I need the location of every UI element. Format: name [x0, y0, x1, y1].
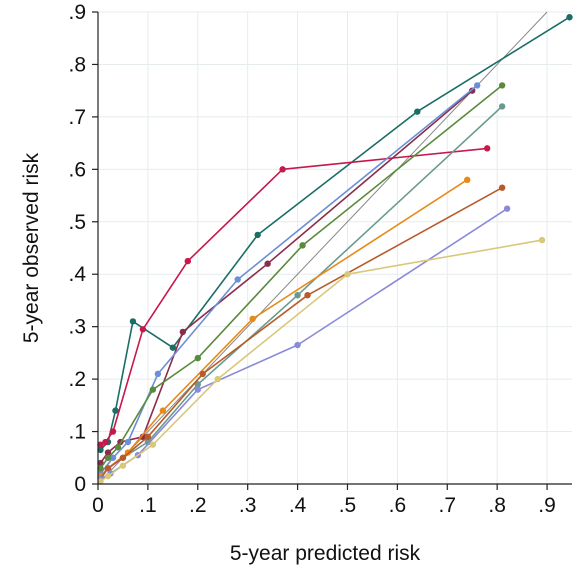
series-6: [97, 103, 506, 480]
data-point: [104, 472, 112, 480]
y-tick-label: .2: [68, 368, 86, 391]
data-point: [139, 433, 147, 440]
data-point: [299, 242, 306, 249]
series-4: [97, 82, 481, 477]
series-10: [97, 236, 546, 485]
data-point: [194, 354, 201, 362]
x-tick-label: .2: [189, 494, 207, 517]
data-point: [124, 438, 132, 446]
y-tick-label: .3: [68, 316, 86, 339]
data-point: [474, 82, 481, 89]
data-point: [498, 82, 506, 89]
series-group: [97, 14, 573, 485]
x-tick-label: .7: [439, 494, 457, 517]
series-3: [97, 87, 476, 467]
reference-diagonal-line: [97, 11, 548, 485]
x-tick-labels: 0 .1 .2 .3 .4 .5 .6 .7 .8 .9: [92, 494, 556, 517]
data-point: [279, 166, 286, 173]
data-point: [304, 292, 311, 299]
data-point: [119, 454, 127, 461]
data-point: [194, 381, 201, 388]
series-line: [99, 16, 570, 451]
data-point: [97, 441, 104, 448]
data-point: [154, 370, 162, 378]
y-tick-label: 0: [74, 473, 86, 496]
y-tick-label: .8: [68, 53, 86, 76]
data-point: [179, 328, 187, 336]
data-point: [104, 465, 112, 472]
data-point: [538, 236, 546, 244]
series-5: [97, 82, 506, 472]
data-point: [414, 108, 421, 115]
data-point: [112, 407, 119, 414]
y-tick-label: .7: [68, 106, 86, 129]
series-8: [97, 184, 506, 482]
series-line: [100, 208, 508, 480]
x-tick-label: .5: [339, 494, 357, 517]
data-point: [149, 441, 157, 448]
series-line: [100, 239, 543, 483]
data-point: [97, 459, 104, 467]
data-point: [169, 344, 177, 351]
data-point: [214, 375, 221, 383]
series-line: [99, 90, 473, 464]
y-tick-label: .9: [68, 1, 86, 24]
data-point: [234, 276, 241, 283]
data-point: [102, 438, 109, 446]
y-tick-label: .5: [68, 211, 86, 234]
series-1: [97, 14, 573, 454]
data-point: [483, 145, 491, 152]
x-tick-label: .9: [538, 494, 556, 517]
series-line: [100, 147, 488, 446]
series-line: [99, 105, 503, 477]
series-line: [99, 84, 478, 474]
data-point: [159, 407, 167, 414]
data-point: [104, 449, 112, 456]
x-tick-label: 0: [92, 494, 104, 517]
data-point: [119, 462, 127, 469]
data-point: [294, 341, 301, 349]
y-tick-labels: 0 .1 .2 .3 .4 .5 .6 .7 .8 .9: [68, 1, 86, 496]
data-point: [199, 370, 206, 378]
data-point: [97, 465, 104, 472]
data-point: [149, 386, 157, 393]
x-tick-label: .4: [289, 494, 307, 517]
x-axis-title: 5-year predicted risk: [230, 542, 421, 565]
data-point: [109, 454, 117, 461]
data-point: [498, 103, 506, 110]
data-point: [503, 205, 511, 212]
x-tick-label: .8: [488, 494, 506, 517]
data-point: [344, 271, 351, 278]
data-point: [184, 257, 192, 265]
data-point: [144, 433, 152, 440]
data-point: [139, 326, 147, 333]
data-point: [249, 315, 256, 322]
data-point: [114, 444, 122, 451]
data-point: [498, 184, 506, 191]
y-tick-label: .1: [68, 421, 86, 444]
y-tick-label: .6: [68, 158, 86, 181]
data-point: [254, 231, 261, 239]
data-point: [464, 176, 471, 184]
data-point: [97, 478, 104, 485]
data-point: [109, 428, 117, 435]
x-tick-label: .6: [389, 494, 407, 517]
x-tick-label: .1: [139, 494, 157, 517]
y-axis-title: 5-year observed risk: [20, 152, 43, 343]
data-point: [129, 318, 137, 325]
axes: [92, 11, 572, 490]
data-point: [104, 454, 112, 461]
series-2: [97, 145, 491, 448]
series-line: [99, 186, 503, 480]
y-tick-label: .4: [68, 263, 86, 286]
x-tick-label: .3: [239, 494, 257, 517]
data-point: [97, 446, 104, 454]
data-point: [566, 14, 573, 21]
data-point: [294, 292, 301, 299]
data-point: [264, 260, 271, 267]
data-point: [194, 386, 201, 393]
